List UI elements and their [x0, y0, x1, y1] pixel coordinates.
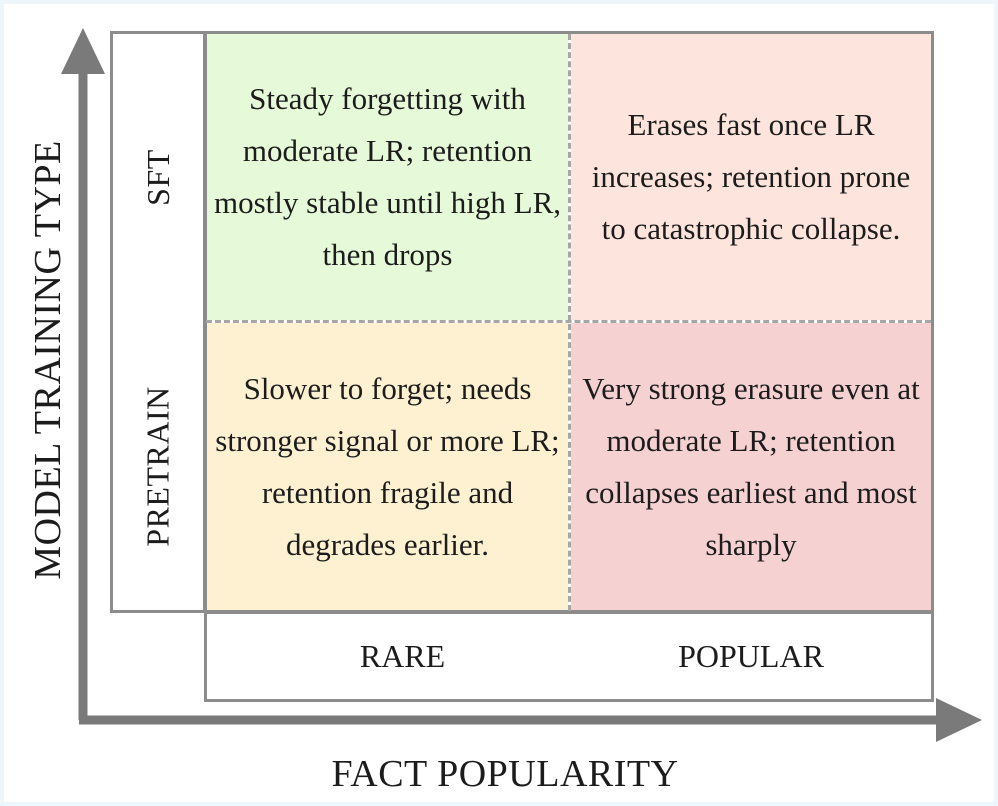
row-label-pretrain-text: PRETRAIN: [139, 386, 176, 547]
column-label-popular-text: POPULAR: [678, 638, 824, 674]
cell-pretrain-rare: Slower to forget; needs stronger signal …: [207, 323, 568, 610]
x-axis-title: FACT POPULARITY: [331, 753, 679, 795]
cell-sft-popular-text: Erases fast once LR increases; retention…: [591, 107, 911, 246]
x-axis-arrowhead: [936, 698, 982, 742]
column-label-rare-text: RARE: [359, 638, 446, 674]
cell-sft-rare-text: Steady forgetting with moderate LR; rete…: [213, 81, 562, 272]
y-axis-title: MODEL TRAINING TYPE: [22, 140, 74, 579]
y-axis-arrowhead: [61, 28, 105, 74]
row-label-pretrain: PRETRAIN: [113, 323, 203, 610]
row-label-sft-text: SFT: [139, 148, 176, 206]
cell-pretrain-rare-text: Slower to forget; needs stronger signal …: [215, 370, 560, 562]
row-divider: [206, 320, 931, 323]
cell-pretrain-popular: Very strong erasure even at moderate LR;…: [571, 323, 931, 610]
column-label-frame: [204, 611, 934, 702]
column-label-rare: RARE: [207, 614, 598, 699]
column-label-popular: POPULAR: [571, 614, 931, 699]
row-label-sft: SFT: [113, 34, 203, 320]
cell-pretrain-popular-text: Very strong erasure even at moderate LR;…: [582, 370, 920, 562]
cell-sft-rare: Steady forgetting with moderate LR; rete…: [207, 34, 568, 320]
y-axis-title-text: MODEL TRAINING TYPE: [27, 140, 69, 580]
cell-sft-popular: Erases fast once LR increases; retention…: [571, 34, 931, 320]
